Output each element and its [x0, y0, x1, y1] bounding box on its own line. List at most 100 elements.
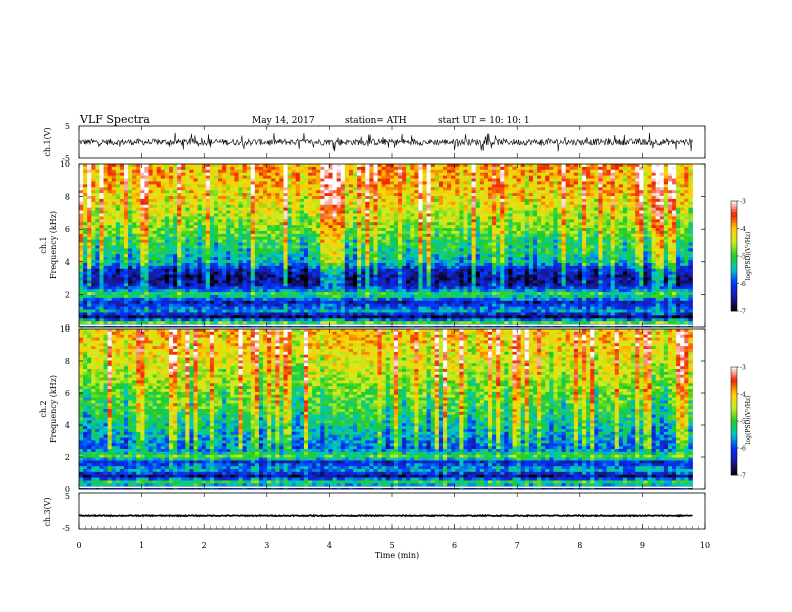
spectrogram-cell [254, 172, 260, 177]
spectrogram-cell [99, 306, 104, 310]
spectrogram-cell [222, 248, 227, 252]
spectrogram-cell [340, 294, 346, 299]
spectrogram-cell [222, 181, 227, 185]
spectrogram-cell [389, 268, 395, 273]
spectrogram-cell [222, 169, 227, 174]
spectrogram-cell [312, 164, 317, 168]
spectrogram-cell [205, 262, 211, 267]
spectrogram-cell [426, 300, 432, 305]
spectrogram-cell [389, 309, 395, 313]
spectrogram-cell [418, 260, 423, 264]
spectrogram-cell [254, 236, 260, 241]
spectrogram-cell [164, 210, 170, 214]
spectrogram-cell [287, 164, 293, 168]
spectrogram-cell [336, 187, 342, 191]
spectrogram-cell [418, 239, 423, 243]
spectrogram-cell [189, 216, 194, 220]
spectrogram-cell [263, 239, 268, 243]
spectrogram-cell [250, 254, 256, 258]
spectrogram-cell [197, 193, 203, 197]
spectrogram-cell [168, 213, 174, 217]
spectrogram-cell [79, 193, 84, 197]
spectrogram-cell [168, 175, 174, 179]
spectrogram-cell [99, 260, 104, 264]
spectrogram-cell [226, 178, 231, 182]
spectrogram-cell [426, 254, 432, 258]
spectrogram-cell [103, 228, 109, 232]
spectrogram-cell [344, 321, 350, 325]
spectrogram-cell [173, 318, 178, 322]
spectrogram-cell [332, 201, 338, 206]
spectrogram-cell [291, 257, 297, 261]
spectrogram-cell [238, 265, 243, 270]
spectrogram-cell [393, 216, 399, 220]
spectrogram-cell [365, 245, 370, 249]
spectrogram-cell [418, 207, 423, 211]
spectrogram-cell [173, 228, 178, 232]
spectrogram-cell [418, 166, 423, 171]
spectrogram-cell [340, 271, 346, 276]
spectrogram-cell [389, 245, 395, 249]
spectrogram-cell [242, 251, 248, 255]
spectrogram-cell [148, 321, 154, 325]
spectrogram-cell [410, 239, 415, 243]
spectrogram-cell [291, 294, 297, 299]
spectrogram-cell [438, 280, 444, 284]
spectrogram-cell [406, 303, 411, 308]
spectrogram-cell [218, 213, 223, 217]
spectrogram-cell [422, 245, 428, 249]
spectrogram-cell [128, 172, 133, 177]
spectrogram-cell [324, 166, 329, 171]
spectrogram-cell [218, 297, 223, 302]
spectrogram-cell [213, 230, 219, 235]
spectrogram-cell [389, 225, 395, 229]
spectrogram-cell [336, 277, 342, 281]
spectrogram-cell [398, 169, 403, 174]
spectrogram-cell [258, 274, 264, 278]
spectrogram-cell [205, 184, 211, 188]
spectrogram-cell [295, 196, 301, 200]
spectrogram-cell [410, 228, 415, 232]
spectrogram-cell [197, 271, 203, 276]
spectrogram-cell [328, 321, 333, 325]
spectrogram-cell [332, 169, 338, 174]
spectrogram-cell [263, 251, 268, 255]
spectrogram-cell [258, 233, 264, 238]
spectrogram-cell [164, 228, 170, 232]
spectrogram-cell [279, 274, 284, 278]
spectrogram-cell [99, 187, 104, 191]
spectrogram-cell [181, 271, 186, 276]
spectrogram-cell [79, 175, 84, 179]
spectrogram-cell [357, 312, 362, 316]
spectrogram-cell [426, 204, 432, 209]
spectrogram-cell [279, 242, 284, 246]
spectrogram-cell [197, 318, 203, 322]
spectrogram-cell [320, 225, 325, 229]
spectrogram-cell [115, 280, 121, 284]
spectrogram-cell [410, 193, 415, 197]
spectrogram-cell [87, 318, 92, 322]
spectrogram-cell [87, 280, 92, 284]
spectrogram-cell [406, 233, 411, 238]
spectrogram-cell [95, 254, 100, 258]
spectrogram-cell [148, 184, 154, 188]
spectrogram-cell [115, 318, 121, 322]
spectrogram-cell [156, 187, 162, 191]
spectrogram-cell [373, 196, 378, 200]
spectrogram-cell [234, 245, 239, 249]
spectrogram-cell [177, 274, 182, 278]
spectrogram-cell [181, 268, 186, 273]
spectrogram-cell [263, 268, 268, 273]
spectrogram-cell [173, 184, 178, 188]
spectrogram-cell [128, 303, 133, 308]
spectrogram-cell [209, 309, 215, 313]
spectrogram-cell [336, 222, 342, 226]
spectrogram-cell [402, 184, 407, 188]
spectrogram-cell [197, 228, 203, 232]
spectrogram-cell [275, 190, 280, 194]
spectrogram-cell [263, 297, 268, 302]
spectrogram-cell [152, 300, 158, 305]
spectrogram-cell [385, 225, 391, 229]
spectrogram-cell [267, 196, 272, 200]
spectrogram-cell [160, 262, 166, 267]
